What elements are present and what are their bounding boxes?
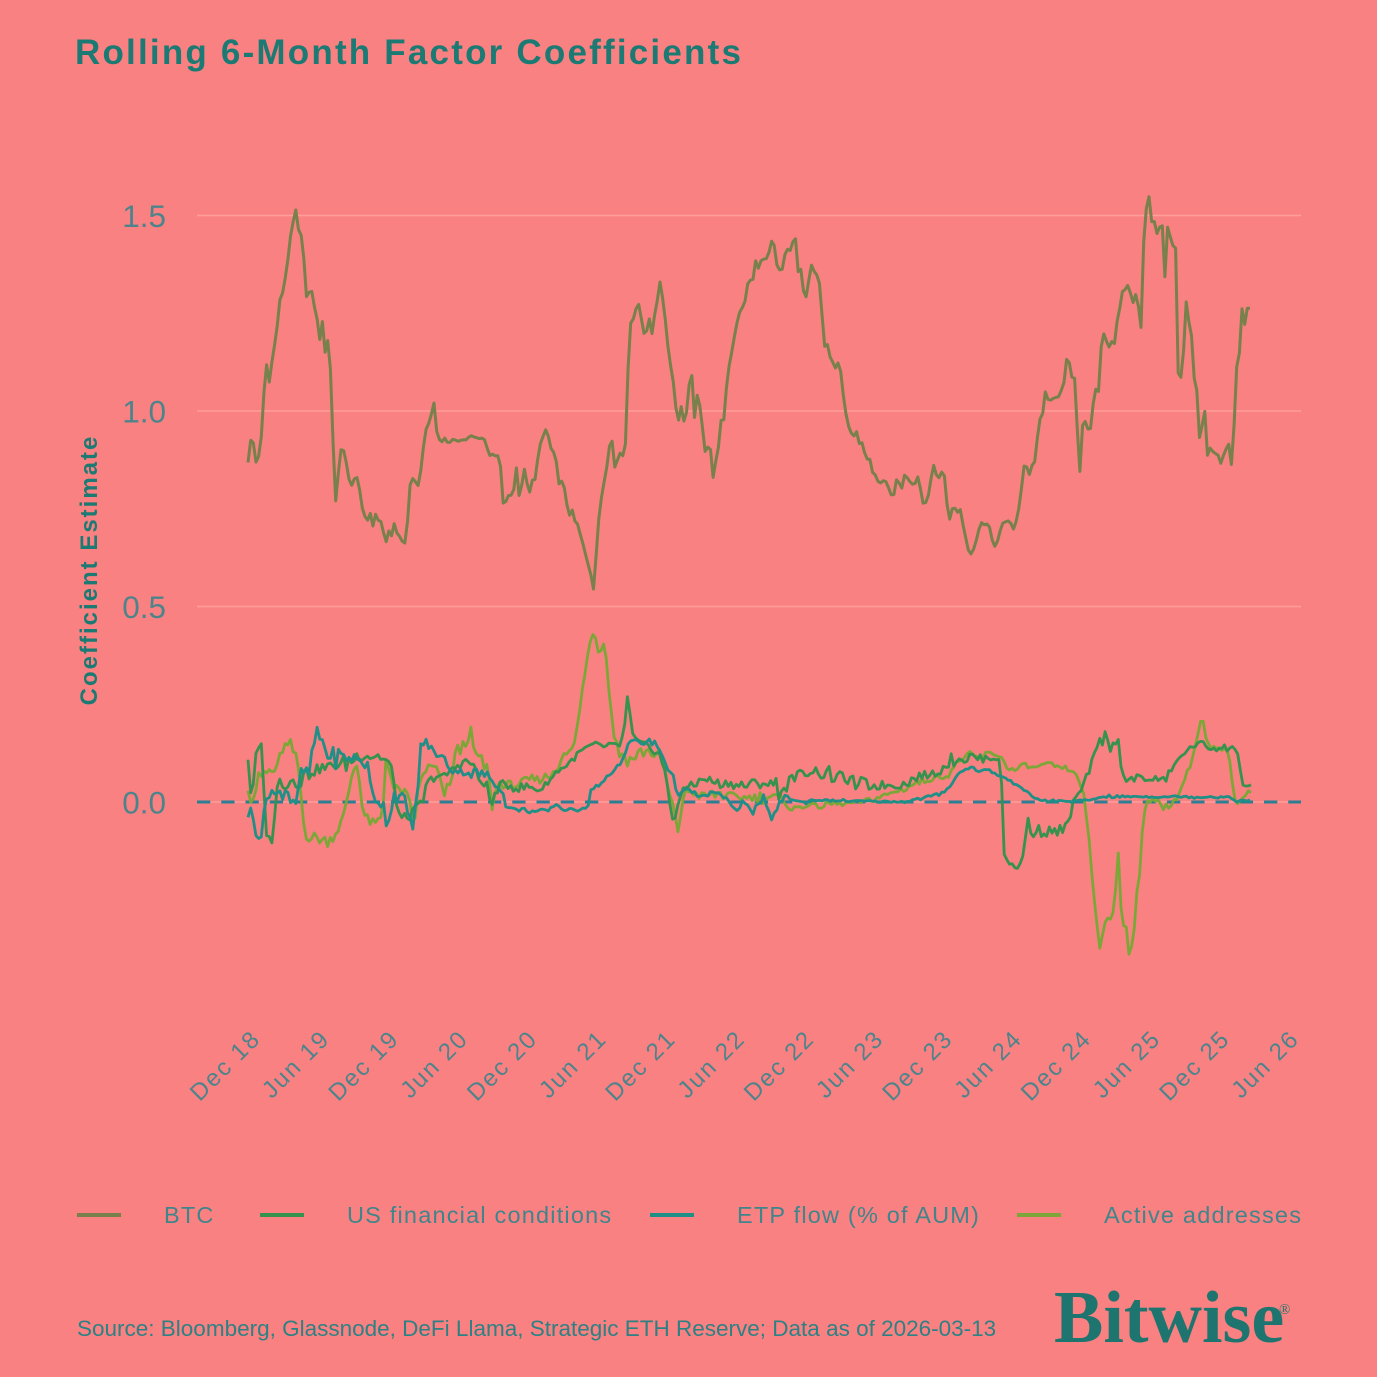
svg-text:1.5: 1.5 — [122, 198, 166, 234]
svg-text:Active addresses: Active addresses — [1104, 1202, 1302, 1228]
svg-text:Bitwise: Bitwise — [1054, 1277, 1284, 1359]
svg-text:US financial conditions: US financial conditions — [347, 1202, 612, 1228]
svg-text:Coefficient Estimate: Coefficient Estimate — [76, 435, 103, 706]
svg-text:ETP flow (% of AUM): ETP flow (% of AUM) — [737, 1202, 980, 1228]
svg-text:®: ® — [1279, 1302, 1290, 1318]
svg-text:0.5: 0.5 — [122, 589, 166, 625]
svg-text:0.0: 0.0 — [122, 785, 166, 821]
svg-text:Source: Bloomberg, Glassnode,: Source: Bloomberg, Glassnode, DeFi Llama… — [77, 1316, 996, 1341]
svg-text:BTC: BTC — [164, 1202, 215, 1228]
svg-text:1.0: 1.0 — [122, 394, 166, 430]
